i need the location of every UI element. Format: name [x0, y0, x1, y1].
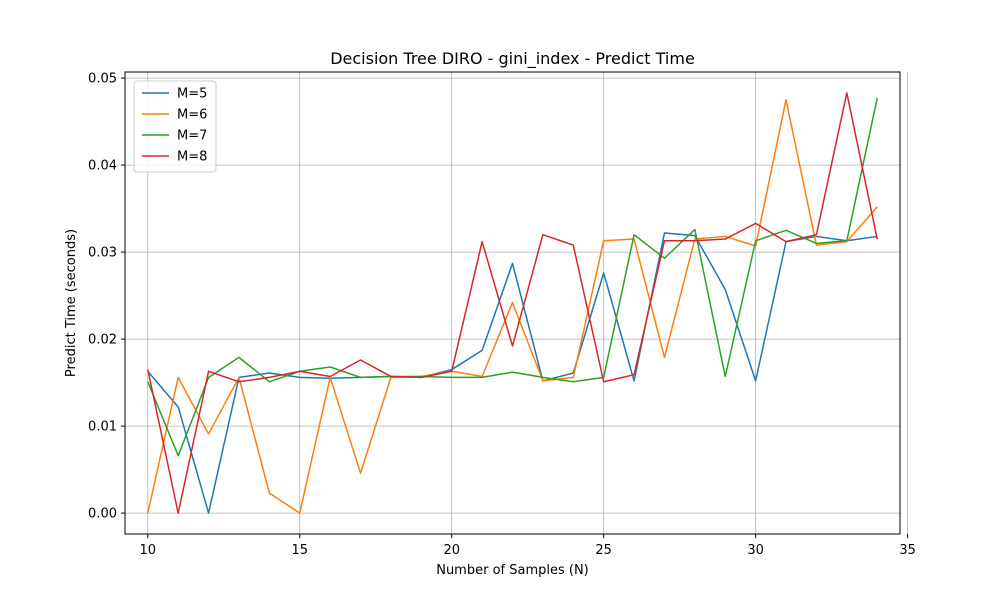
- y-tick-label: 0.04: [88, 159, 117, 174]
- axis-ticks: 10 15 20 25 30 35 0.00 0.01 0.02 0.03 0.04 0.05: [88, 72, 916, 558]
- series-line-m6: [147, 99, 878, 514]
- plot-frame: [124, 71, 901, 535]
- x-axis-label: Number of Samples (N): [436, 563, 589, 578]
- y-tick-label: 0.00: [88, 507, 117, 522]
- series-line-m8: [147, 92, 878, 514]
- x-tick-label: 15: [291, 543, 308, 558]
- x-tick-label: 10: [140, 543, 157, 558]
- series-line-m7: [147, 97, 878, 457]
- legend-box: [133, 80, 217, 173]
- grid: [125, 72, 908, 534]
- series-line-m5: [147, 232, 878, 514]
- y-axis-label: Predict Time (seconds): [64, 229, 79, 377]
- y-tick-label: 0.02: [88, 333, 117, 348]
- plot-lines: [147, 92, 878, 514]
- x-tick-label: 35: [899, 543, 916, 558]
- y-tick-label: 0.01: [88, 420, 117, 435]
- y-tick-label: 0.03: [88, 246, 117, 261]
- legend-label: M=5: [177, 87, 207, 102]
- x-tick-label: 25: [595, 543, 612, 558]
- legend-label: M=8: [177, 150, 207, 165]
- x-tick-label: 20: [443, 543, 460, 558]
- legend-label: M=7: [177, 129, 207, 144]
- x-tick-label: 30: [747, 543, 764, 558]
- legend-label: M=6: [177, 108, 207, 123]
- legend: M=5 M=6 M=7 M=8: [133, 80, 217, 173]
- y-tick-label: 0.05: [88, 72, 117, 87]
- chart-title: Decision Tree DIRO - gini_index - Predic…: [330, 49, 695, 69]
